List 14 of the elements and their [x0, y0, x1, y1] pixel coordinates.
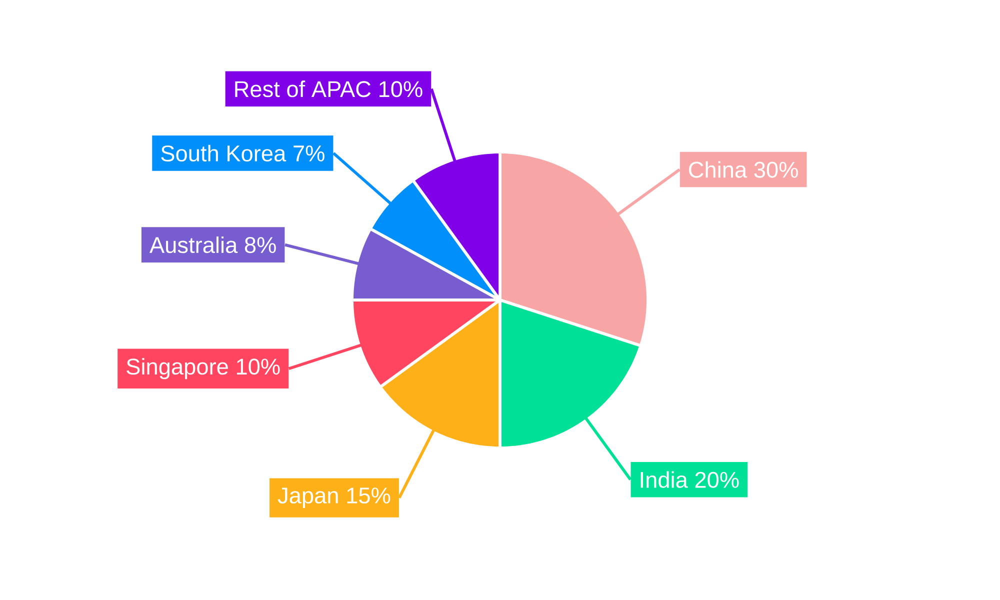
slice-label: South Korea: [161, 144, 286, 162]
slice-label: Japan: [278, 488, 338, 508]
slice-label: India: [640, 471, 688, 488]
data-label: 7%: [294, 146, 324, 162]
slice-label: Singapore: [126, 358, 228, 380]
data-label: 30%: [754, 162, 798, 178]
data-label: 15%: [347, 488, 390, 504]
data-label: 8%: [244, 237, 276, 254]
slice-label: China: [689, 161, 748, 178]
slice-label: Rest of APAC: [235, 80, 371, 98]
data-label: 10%: [236, 358, 280, 375]
slice-label: Australia: [150, 236, 238, 254]
data-label: 10%: [380, 81, 422, 98]
data-label: 20%: [695, 472, 739, 488]
